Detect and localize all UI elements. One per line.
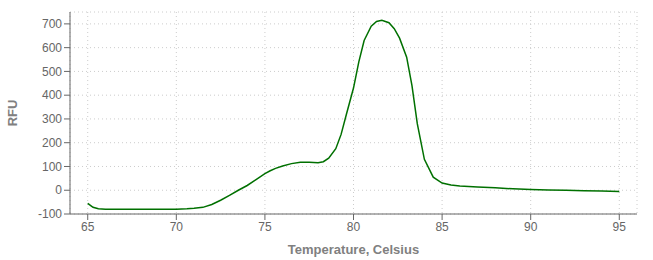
svg-text:600: 600 <box>42 41 62 55</box>
svg-text:85: 85 <box>435 220 449 234</box>
svg-text:100: 100 <box>42 160 62 174</box>
svg-text:0: 0 <box>55 183 62 197</box>
svg-text:300: 300 <box>42 112 62 126</box>
svg-text:200: 200 <box>42 136 62 150</box>
svg-text:70: 70 <box>170 220 184 234</box>
svg-text:Temperature, Celsius: Temperature, Celsius <box>288 242 419 257</box>
svg-text:90: 90 <box>524 220 538 234</box>
svg-text:500: 500 <box>42 65 62 79</box>
svg-text:RFU: RFU <box>8 100 20 127</box>
svg-text:700: 700 <box>42 17 62 31</box>
svg-text:80: 80 <box>347 220 361 234</box>
svg-text:95: 95 <box>613 220 627 234</box>
svg-text:65: 65 <box>81 220 95 234</box>
svg-text:-100: -100 <box>38 207 62 221</box>
svg-text:400: 400 <box>42 88 62 102</box>
svg-text:75: 75 <box>258 220 272 234</box>
